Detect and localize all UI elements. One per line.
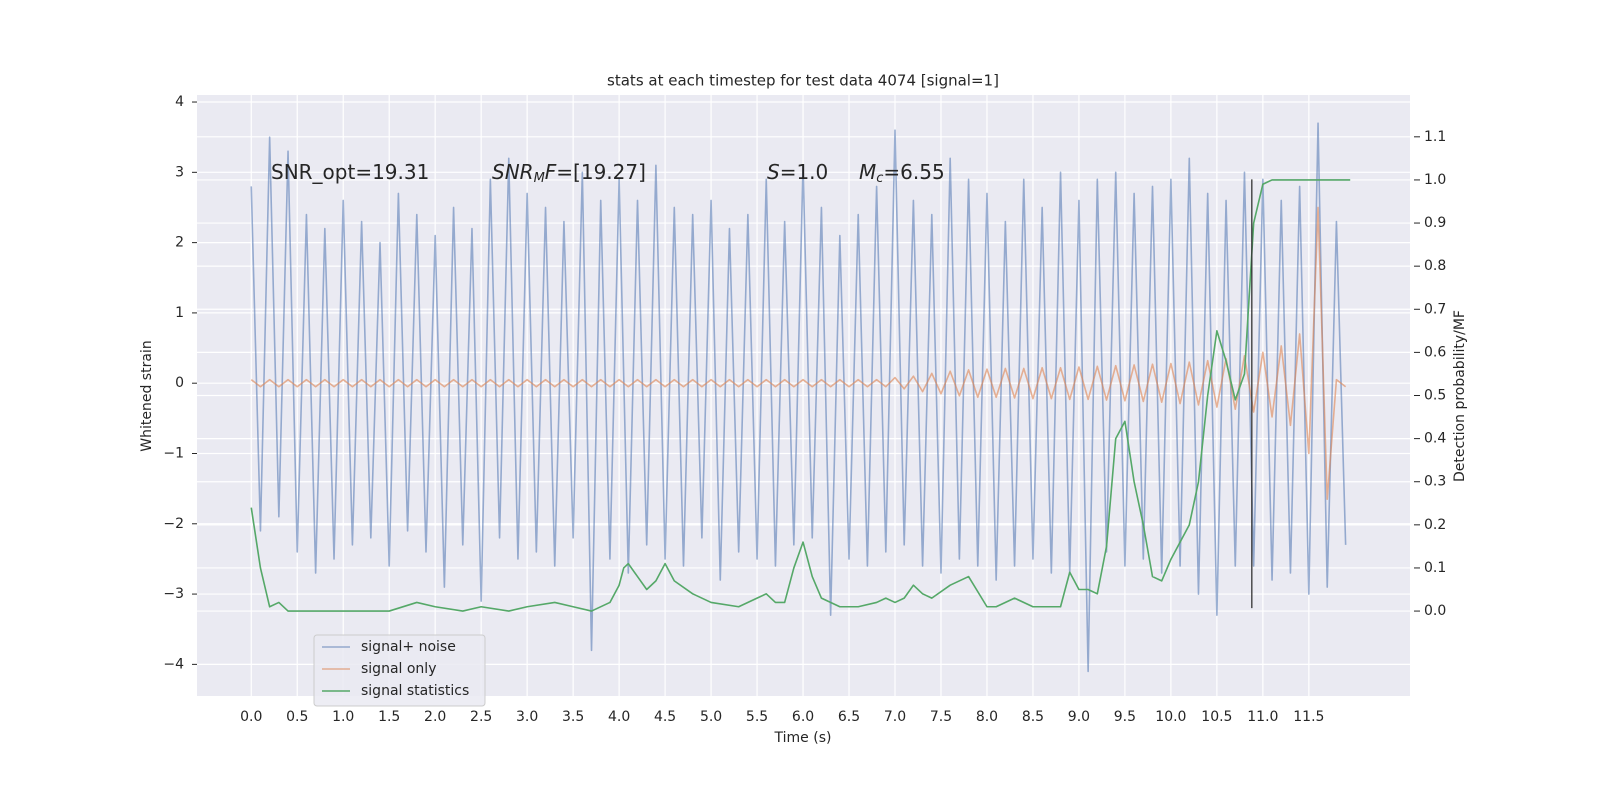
- annotation-part: M: [534, 171, 545, 186]
- legend-box: [313, 634, 486, 707]
- annotation: Mc=6.55: [859, 160, 945, 186]
- y-tick-label: 1: [175, 305, 184, 321]
- x-tick-label: 3.5: [562, 709, 584, 725]
- y2-tick-label: 0.0: [1424, 603, 1446, 619]
- x-tick-label: 5.5: [746, 709, 768, 725]
- x-tick-label: 11.5: [1293, 709, 1324, 725]
- annotation-part: S: [767, 160, 780, 184]
- y-tick-label: 2: [175, 235, 184, 251]
- x-tick-label: 2.0: [424, 709, 446, 725]
- y-tick-label: 0: [175, 375, 184, 391]
- annotation-part: c: [876, 171, 883, 186]
- chart-title: stats at each timestep for test data 407…: [607, 72, 999, 90]
- x-tick-label: 8.0: [976, 709, 998, 725]
- x-tick-label: 1.0: [332, 709, 354, 725]
- annotation: S=1.0: [767, 160, 828, 184]
- x-tick-label: 4.0: [608, 709, 630, 725]
- overlay: SNR_opt=19.31 SNRMF=[19.27] S=1.0 Mc=6.55si…: [271, 160, 945, 707]
- y2-axis-label: Detection probability/MF: [1452, 310, 1468, 482]
- x-axis-label: Time (s): [774, 730, 832, 746]
- annotation-part: SNR: [492, 160, 534, 184]
- x-tick-label: 7.5: [930, 709, 952, 725]
- y-tick-label: −3: [163, 586, 184, 602]
- legend-label: signal only: [361, 661, 436, 677]
- y-tick-label: 3: [175, 164, 184, 180]
- series-line: [250, 122, 1347, 673]
- marks: [250, 122, 1351, 673]
- y-tick-label: 4: [175, 94, 184, 110]
- series-line: [250, 206, 1347, 500]
- annotation-part: SNR_opt=19.31: [271, 160, 429, 184]
- x-tick-label: 7.0: [884, 709, 906, 725]
- grid: 0.0 0.5 1.0 1.5 2.0 2.5 3.0 3.5 4.0 4.5 5.0 5.5 6.0 6…: [163, 94, 1446, 725]
- x-tick-label: 3.0: [516, 709, 538, 725]
- y2-tick-label: 0.1: [1424, 560, 1446, 576]
- y2-tick-label: 0.2: [1424, 517, 1446, 533]
- x-tick-label: 10.0: [1155, 709, 1186, 725]
- y2-tick-label: 0.7: [1424, 301, 1446, 317]
- x-tick-label: 0.5: [286, 709, 308, 725]
- annotation-part: =1.0: [780, 160, 829, 184]
- annotation-part: F: [545, 160, 557, 184]
- x-tick-label: 10.5: [1201, 709, 1232, 725]
- x-tick-label: 6.0: [792, 709, 814, 725]
- y2-tick-label: 0.6: [1424, 344, 1446, 360]
- annotation: SNR_opt=19.31: [271, 160, 429, 184]
- legend-label: signal statistics: [361, 683, 469, 699]
- x-tick-label: 9.0: [1068, 709, 1090, 725]
- x-tick-label: 11.0: [1247, 709, 1278, 725]
- y2-tick-label: 1.0: [1424, 172, 1446, 188]
- annotation: SNRMF=[19.27]: [492, 160, 646, 186]
- y-tick-label: −2: [163, 516, 184, 532]
- y-axis-label: Whitened strain: [139, 340, 155, 451]
- x-tick-label: 4.5: [654, 709, 676, 725]
- y2-tick-label: 0.4: [1424, 431, 1446, 447]
- x-tick-label: 8.5: [1022, 709, 1044, 725]
- y2-tick-label: 0.3: [1424, 474, 1446, 490]
- y2-tick-label: 0.5: [1424, 388, 1446, 404]
- y-tick-label: −1: [163, 445, 184, 461]
- y-tick-label: −4: [163, 656, 184, 672]
- y2-tick-label: 1.1: [1424, 129, 1446, 145]
- y2-tick-label: 0.9: [1424, 215, 1446, 231]
- x-tick-label: 0.0: [240, 709, 262, 725]
- x-tick-label: 2.5: [470, 709, 492, 725]
- annotation-part: =6.55: [883, 160, 944, 184]
- annotation-part: M: [859, 160, 876, 184]
- series-line: [250, 179, 1351, 612]
- x-tick-label: 6.5: [838, 709, 860, 725]
- x-tick-label: 5.0: [700, 709, 722, 725]
- x-tick-label: 9.5: [1114, 709, 1136, 725]
- annotation-part: =[19.27]: [556, 160, 646, 184]
- y2-tick-label: 0.8: [1424, 258, 1446, 274]
- x-tick-label: 1.5: [378, 709, 400, 725]
- legend-label: signal+ noise: [361, 639, 456, 655]
